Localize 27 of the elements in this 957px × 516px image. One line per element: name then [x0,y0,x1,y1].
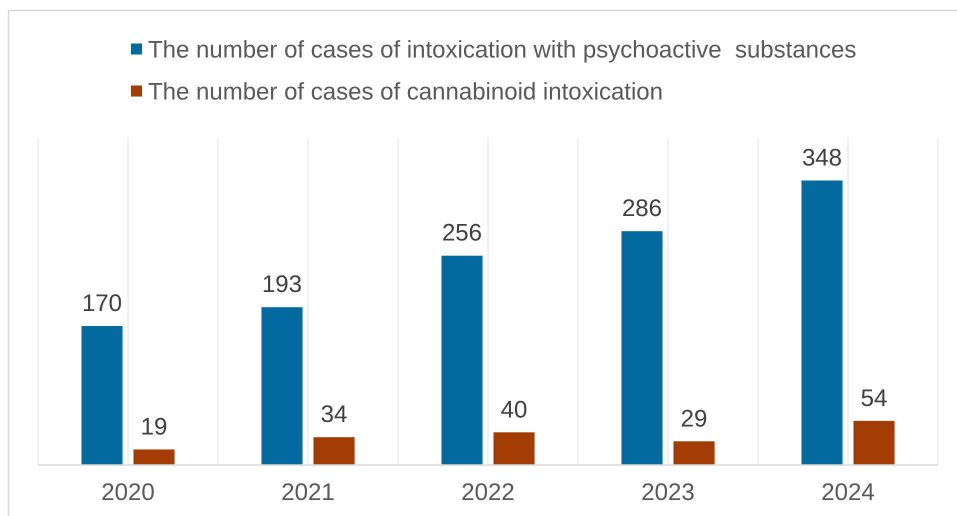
data-label: 54 [860,384,888,412]
bar [621,231,663,465]
data-label: 40 [500,396,528,424]
data-label: 193 [262,271,302,298]
bar [441,256,483,465]
bar [133,449,175,465]
legend-label: The number of cases of intoxication with psychoactive substances [148,36,856,64]
data-label: 170 [82,290,122,318]
bar [801,180,843,465]
x-tick-label: 2020 [101,479,155,506]
data-label: 348 [802,144,842,172]
data-label: 256 [442,220,482,247]
data-label: 34 [320,401,348,428]
data-label: 19 [140,413,168,440]
x-tick-label: 2022 [461,479,515,506]
x-tick-label: 2021 [281,479,335,506]
legend-label: The number of cases of cannabinoid intoxication [148,78,663,106]
bar [81,326,123,465]
bar [261,307,303,465]
data-label: 286 [622,195,662,222]
bar [313,437,355,465]
x-tick-label: 2023 [641,479,695,506]
x-tick-label: 2024 [821,479,875,506]
bar [673,441,715,465]
bar [493,432,535,465]
data-label: 29 [680,405,708,432]
bar [853,420,895,465]
